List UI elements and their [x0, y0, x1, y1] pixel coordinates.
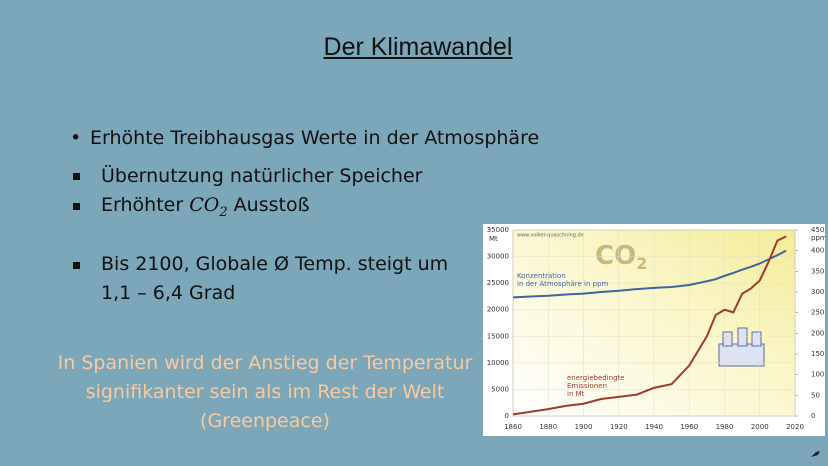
source: www.volker-quaschning.de [517, 233, 584, 239]
y-tick-label: 25000 [487, 279, 509, 287]
note-line: In Spanien wird der Anstieg der Temperat… [57, 352, 473, 374]
y2-tick-label: 400 [811, 247, 824, 255]
series-label: in Mt [567, 390, 585, 398]
y-tick-label: 15000 [487, 332, 509, 340]
chart-title-text: CO [595, 241, 636, 271]
corner-icon [811, 451, 820, 457]
bullet-line: Bis 2100, Globale Ø Temp. steigt um [101, 253, 449, 275]
bullet-square [73, 262, 80, 269]
series-line [512, 235, 787, 416]
x-tick-label: 1920 [610, 423, 628, 431]
y2-tick-label: 200 [811, 329, 824, 337]
note-line: signifikanter sein als im Rest der Welt [85, 381, 445, 403]
bullet-text: Ausstoß [233, 194, 310, 216]
x-tick-label: 2000 [751, 423, 769, 431]
chart-title-subscript: 2 [636, 254, 647, 273]
bullet-text: Erhöhter [101, 194, 184, 216]
y-tick-label: 5000 [491, 385, 509, 393]
y2-tick-label: 350 [811, 267, 824, 275]
x-tick-label: 1860 [504, 423, 522, 431]
chart-title: CO2 [595, 241, 647, 273]
formula-subscript: 2 [219, 204, 228, 220]
bullet-square [73, 203, 80, 210]
series-line [512, 249, 787, 299]
bullet: Erhöhter CO2 Ausstoß [101, 194, 310, 220]
series-label: energiebedingte [567, 374, 625, 382]
y-tick-label: 30000 [487, 253, 509, 261]
y2-tick-label: 0 [811, 412, 815, 420]
x-tick-label: 1940 [645, 423, 663, 431]
y-unit: Mt [489, 235, 498, 243]
x-tick-label: 1880 [539, 423, 557, 431]
series-label: Konzentration [517, 272, 566, 280]
y2-unit: ppm [811, 234, 825, 242]
chart: www.volker-quaschning.de CO2 0 5000 10000 1… [483, 224, 825, 436]
y-tick-label: 0 [505, 412, 509, 420]
bullet-line: 1,1 – 6,4 Grad [101, 282, 236, 304]
y2-tick-label: 50 [811, 391, 820, 399]
factory-icon [718, 327, 765, 367]
y-tick-label: 35000 [487, 226, 509, 234]
note-line: (Greenpeace) [200, 410, 330, 432]
y-tick-label: 10000 [487, 359, 509, 367]
formula: CO [189, 194, 220, 216]
y-tick-label: 20000 [487, 306, 509, 314]
y2-tick-label: 150 [811, 350, 824, 358]
x-tick-label: 1960 [680, 423, 698, 431]
bullet-square [73, 173, 80, 180]
bullet-dot: • [70, 127, 82, 149]
series-label: in der Atmosphäre in ppm [517, 280, 609, 288]
series-label: Emissionen [567, 382, 607, 390]
y2-tick-label: 450 [811, 226, 824, 234]
x-tick-label: 1980 [716, 423, 734, 431]
bullet: Erhöhte Treibhausgas Werte in der Atmosp… [90, 127, 540, 149]
x-tick-label: 1900 [575, 423, 593, 431]
slide-title: Der Klimawandel [323, 33, 513, 61]
y2-tick-label: 100 [811, 371, 824, 379]
bullet: Übernutzung natürlicher Speicher [101, 165, 423, 187]
y2-tick-label: 250 [811, 309, 824, 317]
x-tick-label: 2020 [786, 423, 804, 431]
y2-tick-label: 300 [811, 288, 824, 296]
